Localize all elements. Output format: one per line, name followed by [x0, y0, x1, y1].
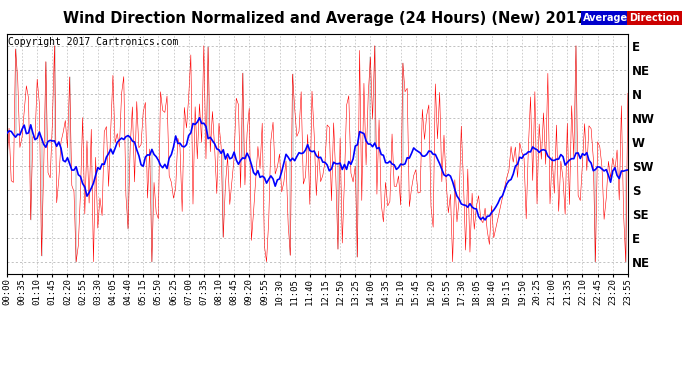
Text: Average: Average — [583, 13, 628, 23]
Text: Copyright 2017 Cartronics.com: Copyright 2017 Cartronics.com — [8, 38, 179, 47]
Text: Direction: Direction — [629, 13, 680, 23]
Text: Wind Direction Normalized and Average (24 Hours) (New) 20170522: Wind Direction Normalized and Average (2… — [63, 11, 627, 26]
